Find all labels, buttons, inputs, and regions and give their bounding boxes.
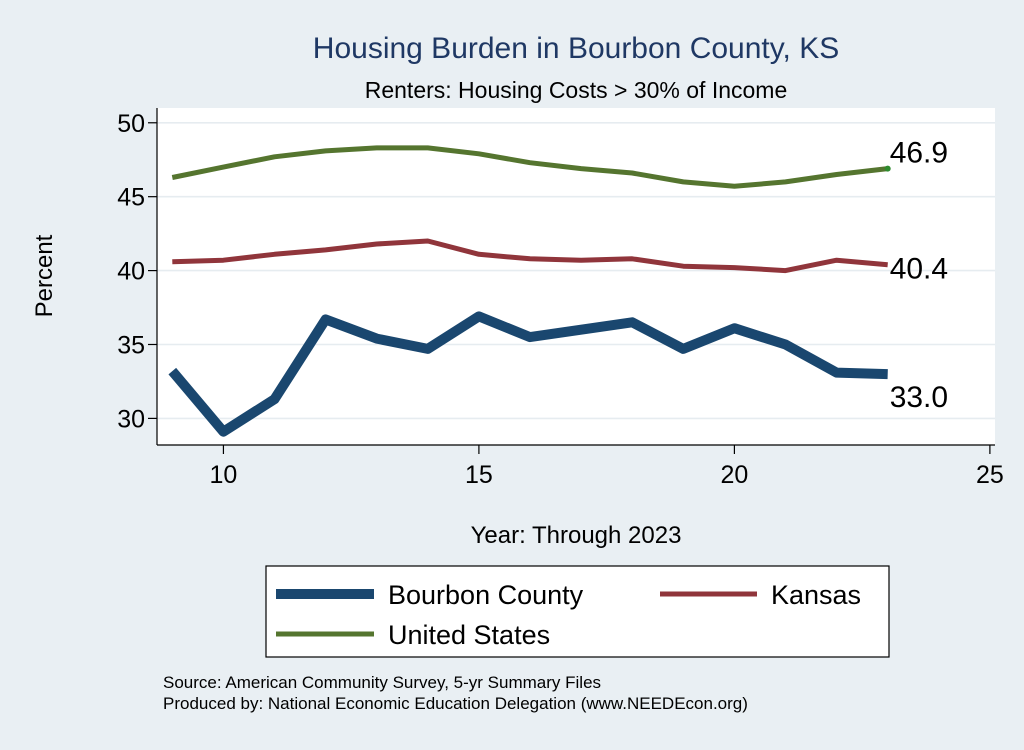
y-tick-label-35: 35	[117, 331, 145, 359]
end-label-bourbon-county: 33.0	[890, 381, 948, 414]
legend-label-kansas: Kansas	[771, 580, 861, 610]
end-labels: 33.0 40.4 46.9	[890, 137, 948, 414]
legend-box	[265, 565, 890, 658]
axes: 30 35 40 45 50 10 15 20 25	[117, 108, 1004, 489]
x-tick-label-10: 10	[210, 461, 238, 489]
chart-title: Housing Burden in Bourbon County, KS	[313, 32, 839, 65]
source-note: Source: American Community Survey, 5-yr …	[163, 673, 601, 692]
y-tick-label-45: 45	[117, 184, 145, 212]
y-tick-label-30: 30	[117, 405, 145, 433]
x-tick-label-20: 20	[720, 461, 748, 489]
x-tick-label-25: 25	[976, 461, 1004, 489]
gridlines	[157, 121, 995, 420]
y-tick-label-50: 50	[117, 110, 145, 138]
end-marker-united-states	[884, 165, 891, 172]
series-line-kansas	[172, 238, 888, 274]
y-tick-label-40: 40	[117, 258, 145, 286]
end-label-kansas: 40.4	[890, 253, 948, 286]
series-line-bourbon-county	[168, 311, 888, 437]
series-line-united-states	[171, 145, 888, 189]
x-tick-label-15: 15	[465, 461, 493, 489]
legend-label-bourbon-county: Bourbon County	[388, 580, 584, 610]
plot-area	[157, 108, 995, 445]
data-series	[168, 145, 891, 437]
chart-subtitle: Renters: Housing Costs > 30% of Income	[365, 77, 788, 103]
legend: Bourbon County Kansas United States	[265, 565, 890, 658]
producer-note: Produced by: National Economic Education…	[163, 694, 748, 713]
end-label-united-states: 46.9	[890, 137, 948, 170]
x-axis-title: Year: Through 2023	[471, 522, 682, 549]
legend-label-united-states: United States	[388, 620, 550, 650]
y-axis-title: Percent	[31, 234, 58, 317]
